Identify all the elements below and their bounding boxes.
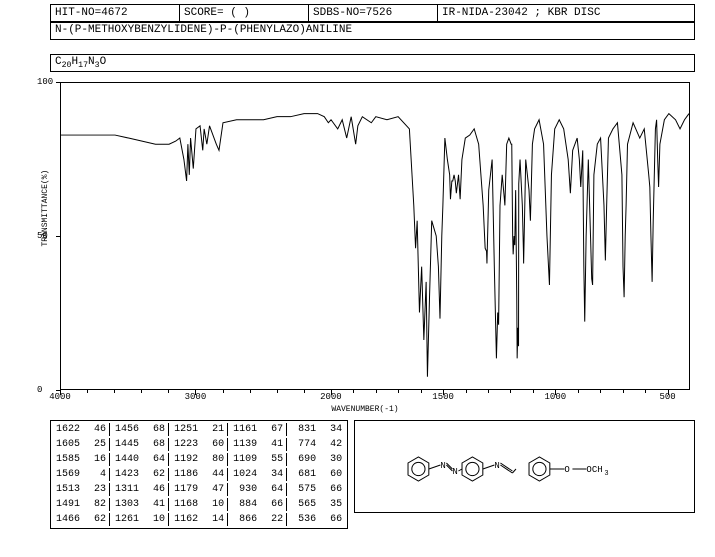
x-tick-label: 1500 bbox=[432, 392, 454, 402]
score: SCORE= ( ) bbox=[180, 5, 309, 21]
header-bar: HIT-NO=4672 SCORE= ( ) SDBS-NO=7526 IR-N… bbox=[50, 4, 695, 22]
table-row: 1622 461456 681251 211161 67 831 34 bbox=[53, 423, 345, 436]
x-tick-label: 3000 bbox=[185, 392, 207, 402]
svg-text:O: O bbox=[565, 465, 570, 475]
method: IR-NIDA-23042 ; KBR DISC bbox=[438, 5, 694, 21]
table-row: 1466 621261 101162 14 866 22 536 66 bbox=[53, 513, 345, 526]
ir-spectrum-chart: TRANSMITTANCE(%) WAVENUMBER(-1) 05010040… bbox=[35, 72, 695, 412]
structure-diagram: NNNOOCH3 bbox=[354, 420, 695, 513]
svg-text:N: N bbox=[495, 461, 500, 471]
hit-no: HIT-NO=4672 bbox=[51, 5, 180, 21]
x-tick-label: 4000 bbox=[49, 392, 71, 402]
peak-table: 1622 461456 681251 211161 67 831 34 1605 … bbox=[50, 420, 348, 529]
x-tick-label: 500 bbox=[659, 392, 675, 402]
sdbs-no: SDBS-NO=7526 bbox=[309, 5, 438, 21]
svg-text:OCH: OCH bbox=[587, 465, 603, 475]
svg-text:N: N bbox=[453, 467, 458, 477]
table-row: 1605 251445 681223 601139 41 774 42 bbox=[53, 438, 345, 451]
table-row: 1585 161440 641192 801109 55 690 30 bbox=[53, 453, 345, 466]
table-row: 1569 41423 621186 441024 34 681 60 bbox=[53, 468, 345, 481]
compound-name: N-(P-METHOXYBENZYLIDENE)-P-(PHENYLAZO)AN… bbox=[50, 22, 695, 40]
table-row: 1513 231311 461179 47 930 64 575 66 bbox=[53, 483, 345, 496]
molecule-svg: NNNOOCH3 bbox=[355, 421, 694, 512]
x-tick-label: 2000 bbox=[320, 392, 342, 402]
plot-box bbox=[60, 82, 690, 390]
y-tick-label: 0 bbox=[37, 385, 42, 395]
molecular-formula: C20H17N3O bbox=[50, 54, 695, 72]
y-tick-label: 100 bbox=[37, 77, 53, 87]
bottom-section: 1622 461456 681251 211161 67 831 34 1605 … bbox=[50, 420, 695, 529]
table-row: 1491 821303 411168 10 884 66 565 35 bbox=[53, 498, 345, 511]
svg-text:N: N bbox=[441, 461, 446, 471]
spectrum-line bbox=[61, 83, 689, 389]
x-tick-label: 1000 bbox=[545, 392, 567, 402]
y-tick-label: 50 bbox=[37, 231, 48, 241]
x-axis-label: WAVENUMBER(-1) bbox=[331, 405, 398, 414]
svg-text:3: 3 bbox=[605, 470, 609, 478]
